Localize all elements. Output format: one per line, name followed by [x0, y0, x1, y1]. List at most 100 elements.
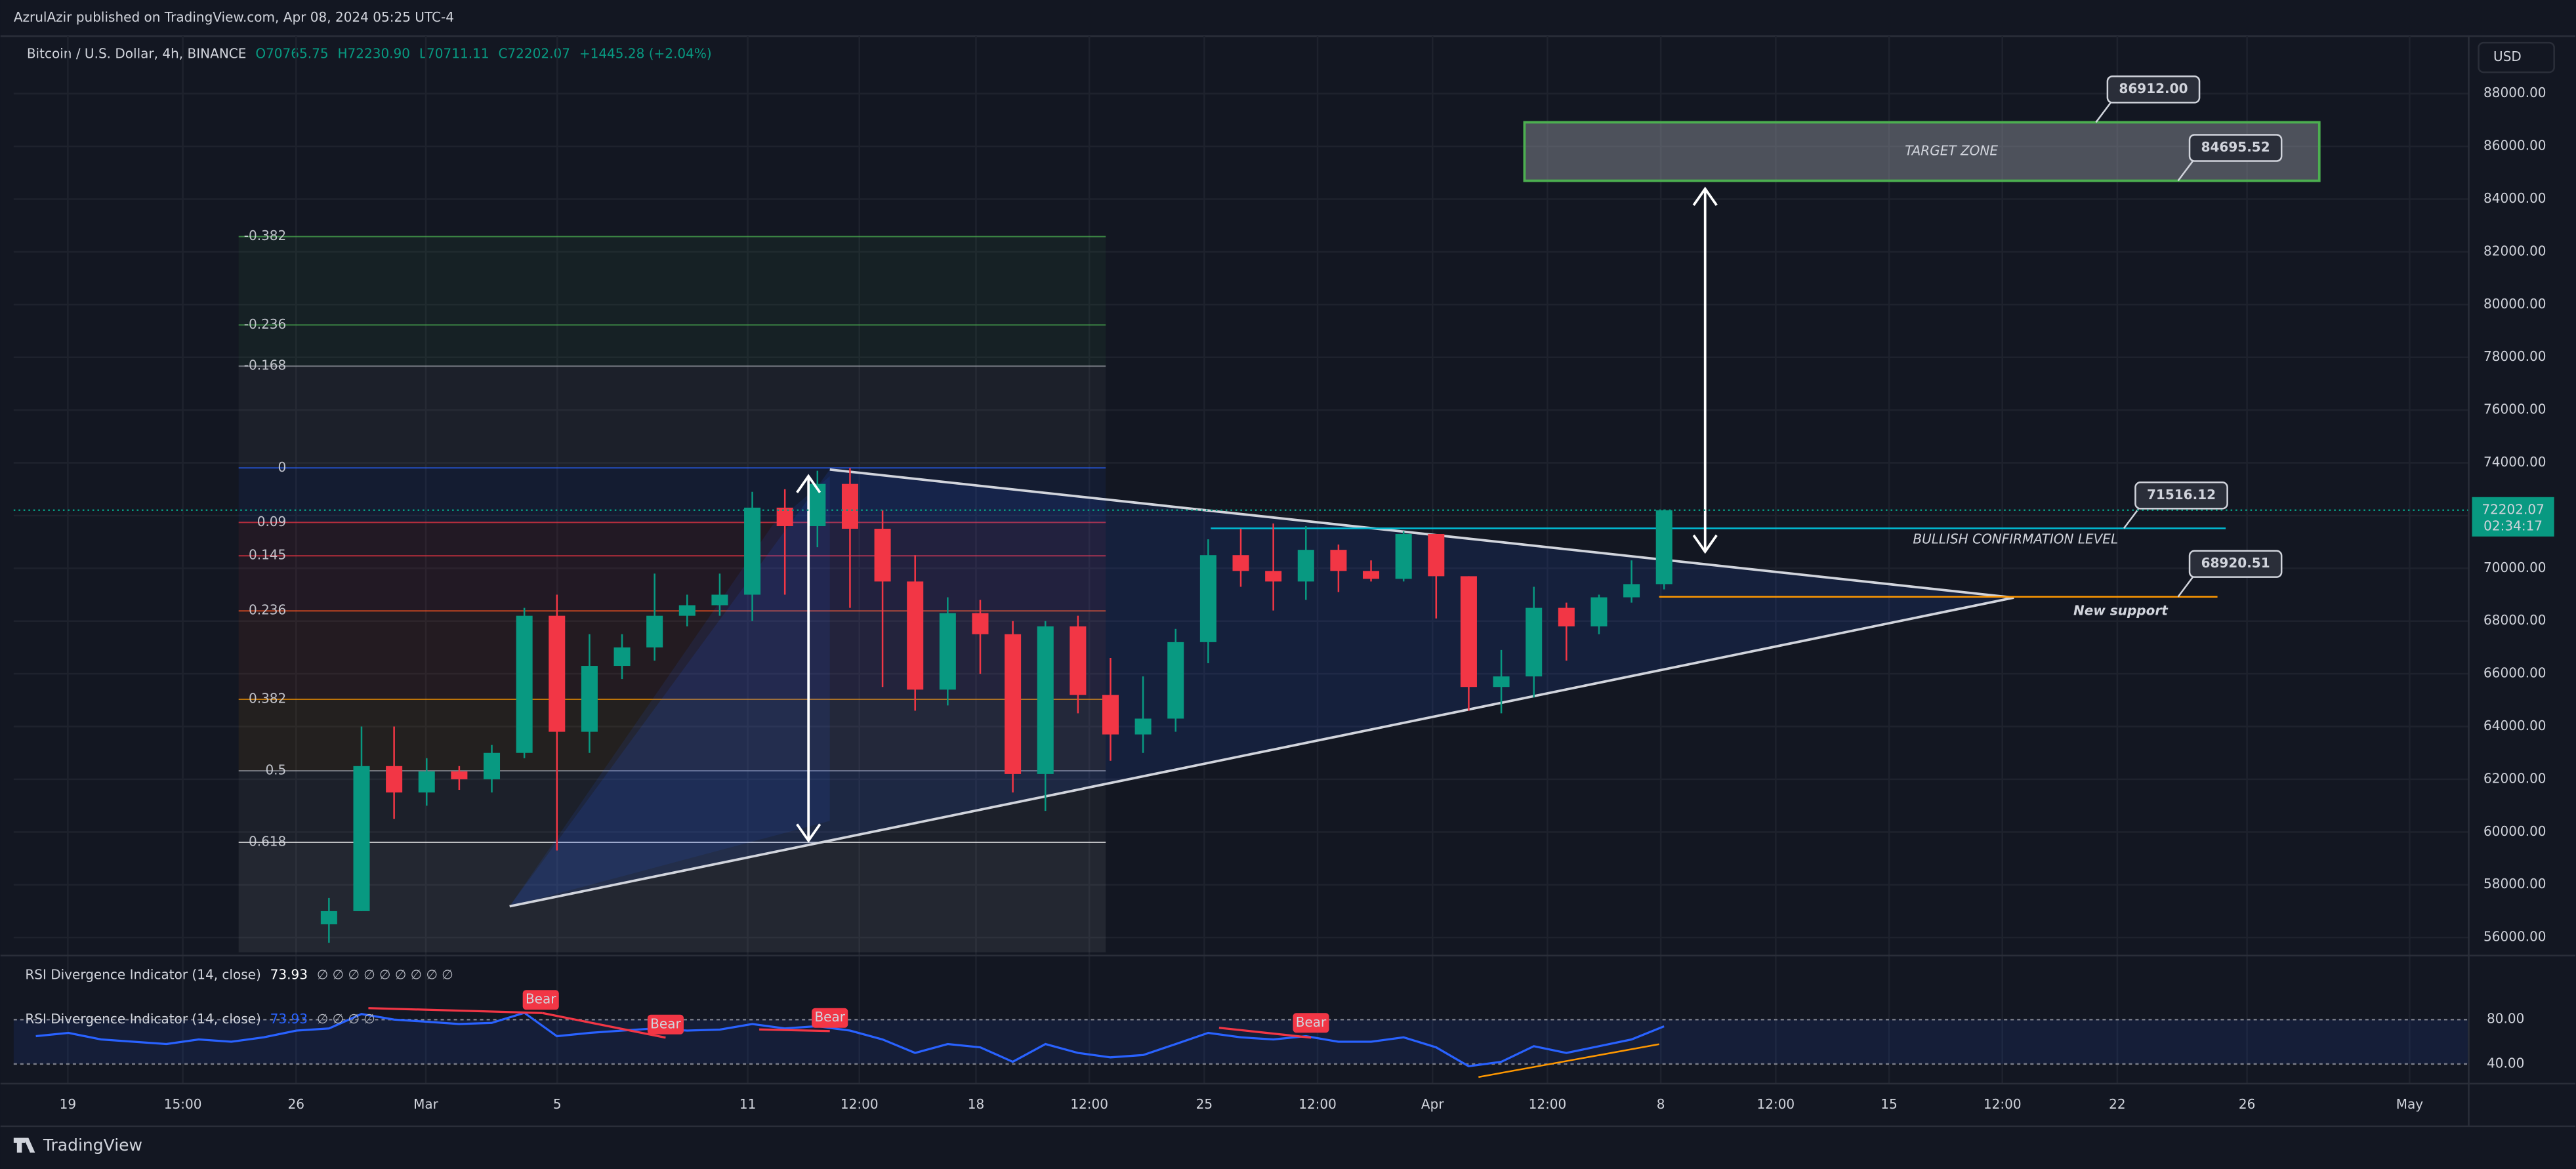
overlays: 86912.00 84695.52 71516.12 68920.51 72202.07… [13, 75, 2554, 843]
candle-body [1199, 555, 1216, 642]
signal-box [1293, 1013, 1329, 1033]
candle-body [320, 911, 337, 925]
fib-band [238, 556, 1106, 611]
y-tick-label: 60000.00 [2483, 823, 2546, 839]
trendline-lower [509, 596, 2014, 908]
signal-label: Bear [526, 991, 556, 1007]
candle-body [972, 613, 989, 634]
signal-label: Bear [650, 1015, 681, 1031]
callout-label: 71516.12 [2147, 487, 2216, 502]
candle-body [418, 771, 435, 793]
y-tick-label: 84000.00 [2483, 190, 2546, 206]
ohlc: H72230.90 [337, 45, 410, 61]
x-tick-label: 22 [2109, 1096, 2125, 1112]
y-tick-label: 74000.00 [2483, 454, 2546, 470]
header: AzrulAzir published on TradingView.com, … [14, 9, 454, 25]
logo [13, 1138, 35, 1153]
fib-label: -0.168 [244, 358, 287, 373]
candle-body [1330, 550, 1347, 571]
candle-body [1167, 642, 1184, 719]
candle-body [1037, 626, 1054, 774]
ohlc: O70765.75 [255, 45, 328, 61]
y-tick-label: 64000.00 [2483, 718, 2546, 733]
x-tick-label: May [2396, 1096, 2424, 1112]
y-tick-label: 78000.00 [2483, 348, 2546, 364]
callout-pointer [2123, 508, 2140, 529]
candle-body [1526, 607, 1543, 677]
fib-label: 0 [278, 459, 287, 475]
candle-body [581, 666, 598, 732]
candle-body [744, 507, 761, 595]
ohlc: +1445.28 (+2.04%) [579, 45, 712, 61]
callout-label: 84695.52 [2201, 139, 2270, 155]
target-zone-label: TARGET ZONE [1905, 142, 1998, 158]
x-tick-label: 12:00 [1529, 1096, 1567, 1112]
y-tick-label: 62000.00 [2483, 770, 2546, 786]
x-tick-label: 12:00 [1984, 1096, 2022, 1112]
x-tick-label: 11 [739, 1096, 756, 1112]
y-tick-label: 66000.00 [2483, 665, 2546, 681]
x-tick-label: 5 [553, 1096, 562, 1112]
divergence-line [759, 1028, 830, 1033]
fib-label: -0.236 [244, 316, 287, 332]
rsi-band [13, 1019, 2469, 1064]
rsi-placeholders: ∅ ∅ ∅ ∅ ∅ ∅ ∅ ∅ ∅ [317, 966, 453, 982]
rsi-line [35, 1012, 1665, 1068]
candle-body [939, 613, 956, 690]
symbol: Bitcoin / U.S. Dollar, 4h, BINANCE [27, 45, 247, 61]
callout-pointer [2095, 102, 2111, 123]
annotation: BULLISH CONFIRMATION LEVEL [1913, 531, 2118, 546]
y-tick-label: 88000.00 [2483, 85, 2546, 100]
signal-label: Bear [1296, 1014, 1327, 1030]
grid: 56000.00 58000.00 60000.00 62000.00 64000.00… [13, 36, 2546, 1112]
y-tick-label: 80000.00 [2483, 296, 2546, 312]
last-price-tag [2472, 497, 2554, 537]
bull-divergence-line [1478, 1043, 1659, 1078]
y-tick-label: 58000.00 [2483, 876, 2546, 892]
candle-body [1134, 718, 1152, 735]
fib-label: -0.382 [244, 228, 287, 243]
y-tick-label: 86000.00 [2483, 138, 2546, 154]
fib-label: 0.5 [265, 762, 286, 777]
fib-band [238, 325, 1106, 367]
candle-body [678, 605, 696, 616]
divergence-line [1218, 1027, 1312, 1039]
fib-label: 0.145 [249, 547, 286, 563]
ohlc: L70711.11 [419, 45, 489, 61]
rsi-legend: RSI Divergence Indicator (14, close) 73.… [25, 966, 453, 982]
candle-body [1655, 510, 1672, 584]
candle-body [711, 594, 728, 605]
candle-body [1493, 676, 1510, 687]
currency[interactable]: USD [2493, 49, 2522, 64]
rsi-title: RSI Divergence Indicator (14, close) [25, 966, 260, 982]
fib-band [238, 468, 1106, 523]
candles [320, 468, 1672, 943]
candle-body [386, 766, 403, 793]
fib-band [238, 236, 1106, 325]
callout-pointer [2177, 160, 2194, 182]
x-tick-label: Apr [1421, 1096, 1444, 1112]
callout-pointer [2177, 576, 2194, 598]
last-price: 72202.07 [2482, 501, 2545, 517]
fib-band [238, 522, 1106, 556]
x-tick-label: 26 [2239, 1096, 2255, 1112]
currency-box[interactable] [2478, 41, 2555, 73]
candle-body [1428, 534, 1445, 577]
callout-box [2188, 550, 2283, 578]
arrow-head [796, 474, 821, 843]
x-tick-label: 8 [1657, 1096, 1665, 1112]
callout-box [2188, 134, 2283, 162]
rsi-tick-label: 40.00 [2487, 1055, 2524, 1071]
fib-label: 0.382 [249, 691, 286, 707]
annotation: New support [2073, 603, 2169, 619]
x-tick-label: 12:00 [1070, 1096, 1108, 1112]
y-tick-label: 76000.00 [2483, 401, 2546, 417]
candle-body [451, 771, 468, 779]
fib-band [238, 699, 1106, 771]
x-tick-label: 12:00 [1298, 1096, 1337, 1112]
x-tick-label: Mar [413, 1096, 439, 1112]
rsi-pane: 80.00 40.00 Bear Bear Bear Bear [13, 990, 2524, 1078]
candle-body [483, 752, 501, 779]
